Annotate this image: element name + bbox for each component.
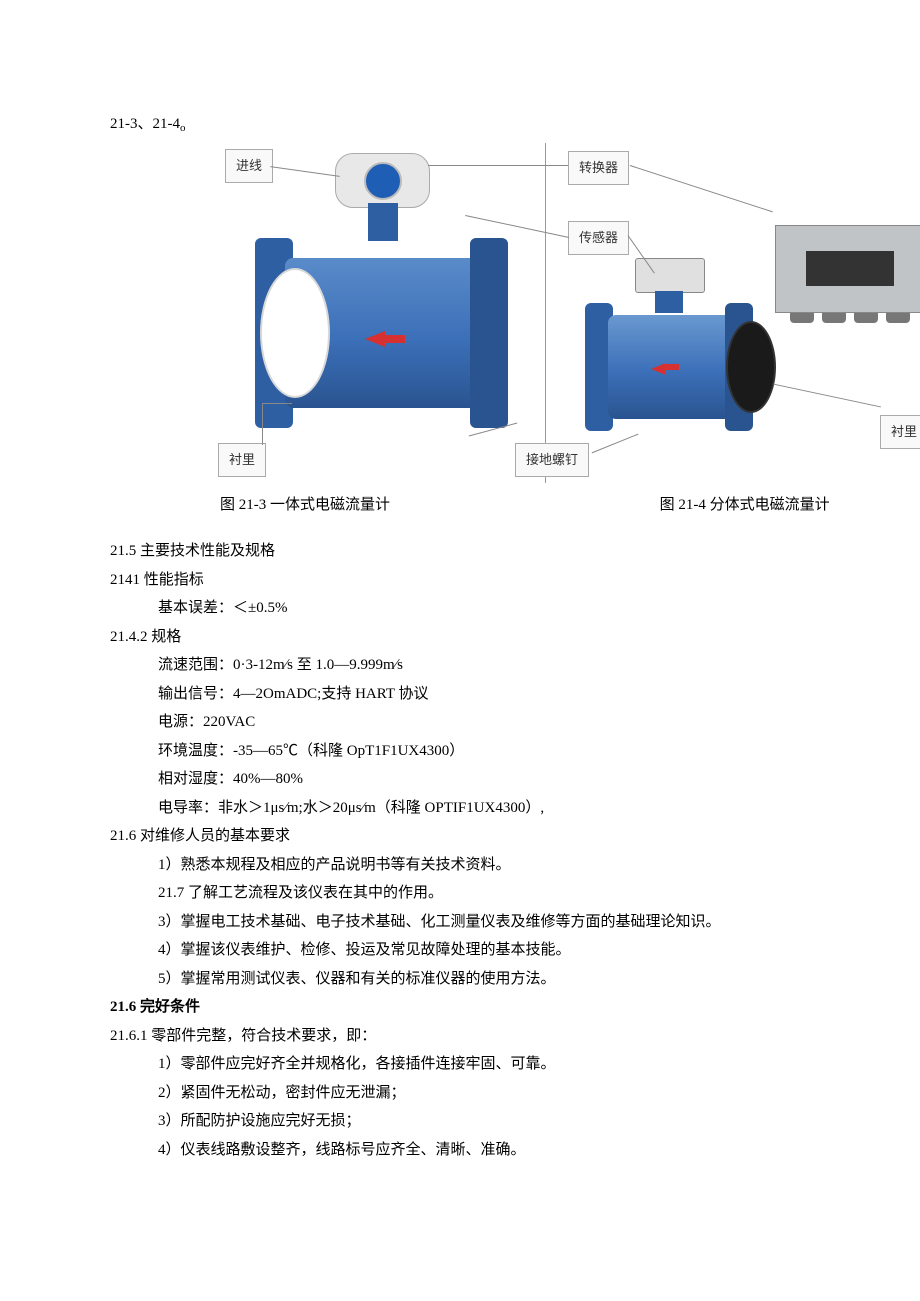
header-line: 21-3、21-4o [110, 110, 860, 139]
spec-amb-temp: 环境温度：-35—65℃（科隆 OpT1F1UX4300） [110, 737, 860, 766]
heading-2141: 2141 性能指标 [110, 566, 860, 595]
req-item-4: 4）掌握该仪表维护、检修、投运及常见故障处理的基本技能。 [110, 936, 860, 965]
callout-converter: 转换器 [568, 151, 629, 186]
leader-converter-r [630, 165, 773, 212]
spec-flow-range: 流速范围：0·3-12m∕s 至 1.0—9.999m∕s [110, 651, 860, 680]
transmitter-neck-icon [368, 203, 398, 241]
header-text: 21-3、21-4 [110, 116, 180, 132]
callout-lining-right: 衬里 [880, 415, 920, 450]
figure-captions: 图 21-3 一体式电磁流量计 图 21-4 分体式电磁流量计 [170, 491, 920, 520]
heading-21-4-2: 21.4.2 规格 [110, 623, 860, 652]
section-21-6-cond: 21.6 完好条件 21.6.1 零部件完整，符合技术要求，即： 1）零部件应完… [110, 993, 860, 1164]
perf-basic-error: 基本误差：＜±0.5% [110, 594, 860, 623]
left-bore-icon [260, 268, 330, 398]
caption-right-text: 图 21-4 分体式电磁流量计 [660, 497, 830, 513]
figure-divider-line [545, 143, 546, 483]
caption-right-wrap: 图 21-4 分体式电磁流量计 [540, 491, 920, 520]
flow-arrow-left-icon [365, 331, 385, 347]
leader-ground-r [592, 433, 639, 453]
flow-arrow-left-tail-icon [383, 335, 405, 343]
req-item-3: 3）掌握电工技术基础、电子技术基础、化工测量仪表及维修等方面的基础理论知识。 [110, 908, 860, 937]
leader-converter-l [428, 165, 568, 166]
heading-21-6-1: 21.6.1 零部件完整，符合技术要求，即： [110, 1022, 860, 1051]
req-item-5: 5）掌握常用测试仪表、仪器和有关的标准仪器的使用方法。 [110, 965, 860, 994]
remote-converter-display-icon [806, 251, 895, 285]
callout-lining-left: 衬里 [218, 443, 266, 478]
transmitter-head-icon [335, 153, 430, 208]
cond-item-2: 2）紧固件无松动，密封件应无泄漏； [110, 1079, 860, 1108]
leader-lining-right [773, 383, 881, 407]
remote-converter-box-icon [775, 225, 920, 313]
callout-sensor: 传感器 [568, 221, 629, 256]
callout-ground-screw: 接地螺钉 [515, 443, 589, 478]
flow-arrow-right-tail-icon [663, 364, 679, 370]
cond-item-4: 4）仪表线路敷设整齐，线路标号应齐全、清晰、准确。 [110, 1136, 860, 1165]
req-item-2: 21.7 了解工艺流程及该仪表在其中的作用。 [110, 879, 860, 908]
caption-left-wrap: 图 21-3 一体式电磁流量计 [170, 491, 540, 520]
left-flange-front-icon [470, 238, 508, 428]
cond-item-1: 1）零部件应完好齐全并规格化，各接插件连接牢固、可靠。 [110, 1050, 860, 1079]
transmitter-display-icon [364, 162, 402, 200]
header-sub: o [180, 122, 186, 134]
cond-item-3: 3）所配防护设施应完好无损； [110, 1107, 860, 1136]
figure-container: 进线 衬里 转换器 传感器 接地螺钉 衬里 [170, 143, 920, 483]
leader-lining-left [262, 403, 263, 445]
heading-21-6-cond: 21.6 完好条件 [110, 993, 860, 1022]
spec-power: 电源：220VAC [110, 708, 860, 737]
callout-inlet: 进线 [225, 149, 273, 184]
leader-inlet [270, 166, 339, 177]
figure-diagram: 进线 衬里 转换器 传感器 接地螺钉 衬里 [170, 143, 920, 483]
leader-sensor-l [465, 214, 569, 237]
section-21-6-req: 21.6 对维修人员的基本要求 1）熟悉本规程及相应的产品说明书等有关技术资料。… [110, 822, 860, 993]
caption-left-text: 图 21-3 一体式电磁流量计 [220, 497, 390, 513]
leader-lining-left-h [262, 403, 292, 404]
spec-conductivity: 电导率：非水＞1μs∕m;水＞20μs∕m（科隆 OPTIF1UX4300）, [110, 794, 860, 823]
heading-21-5: 21.5 主要技术性能及规格 [110, 537, 860, 566]
right-neck-icon [655, 291, 683, 313]
right-bore-icon [726, 321, 776, 413]
section-21-5: 21.5 主要技术性能及规格 2141 性能指标 基本误差：＜±0.5% 21.… [110, 537, 860, 822]
remote-glands-icon [790, 313, 910, 323]
spec-output: 输出信号：4—2OmADC;支持 HART 协议 [110, 680, 860, 709]
req-item-1: 1）熟悉本规程及相应的产品说明书等有关技术资料。 [110, 851, 860, 880]
spec-humidity: 相对湿度：40%—80% [110, 765, 860, 794]
heading-21-6-req: 21.6 对维修人员的基本要求 [110, 822, 860, 851]
